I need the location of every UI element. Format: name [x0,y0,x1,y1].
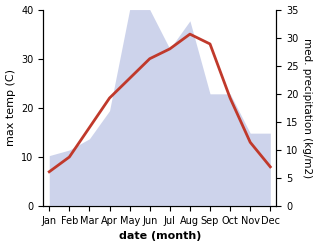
Y-axis label: max temp (C): max temp (C) [5,69,16,146]
X-axis label: date (month): date (month) [119,231,201,242]
Y-axis label: med. precipitation (kg/m2): med. precipitation (kg/m2) [302,38,313,178]
